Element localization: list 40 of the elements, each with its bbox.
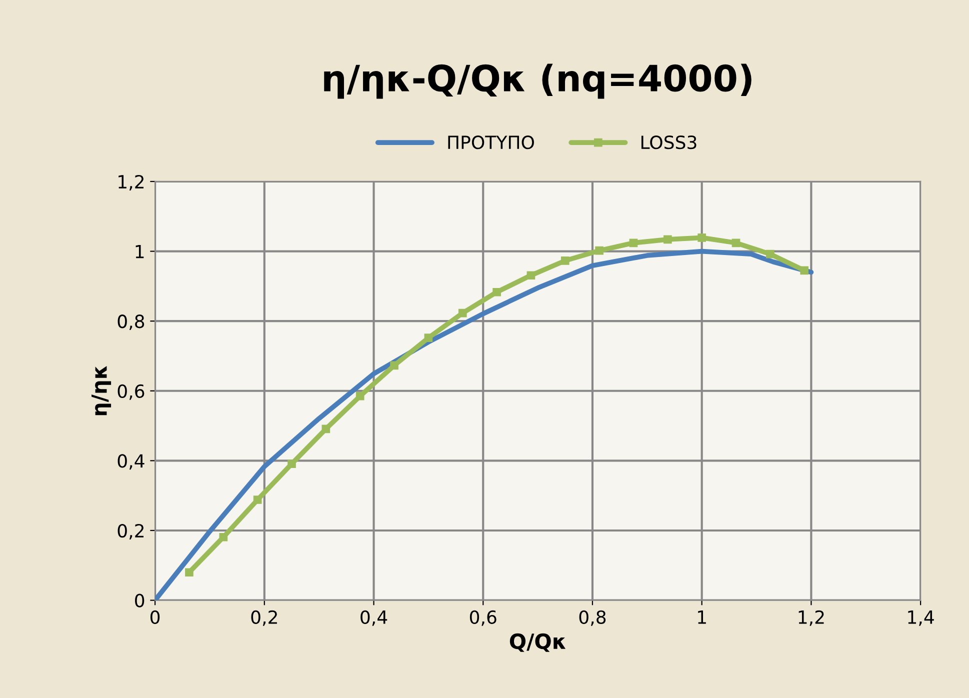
point <box>322 424 330 434</box>
point <box>219 532 228 542</box>
y-tick-label: 0,2 <box>118 524 144 540</box>
x-axis-title: Q/Qκ <box>510 633 566 652</box>
point <box>185 568 194 577</box>
point <box>629 238 638 248</box>
point <box>458 308 467 318</box>
point <box>732 238 740 248</box>
y-tick-label: 1,2 <box>118 174 144 190</box>
x-tick-label: 0,4 <box>360 610 388 626</box>
point <box>766 250 774 258</box>
x-tick-label: 0,8 <box>579 610 606 626</box>
y-tick-label: 0 <box>135 594 144 608</box>
x-tick-label: 0,6 <box>470 610 496 626</box>
line-series <box>155 248 814 600</box>
point <box>595 246 604 255</box>
point <box>698 234 706 242</box>
x-tick-label: 1,2 <box>798 610 824 626</box>
chart-title: η/ηκ-Q/Qκ (nq=4000) <box>324 64 752 99</box>
point <box>424 334 433 342</box>
point <box>492 288 501 296</box>
point <box>253 496 262 504</box>
point <box>356 392 364 400</box>
point <box>390 361 398 370</box>
legend-label: ΠΡΟΤΥΠΟ <box>448 136 534 150</box>
y-tick-label: 1 <box>136 244 144 258</box>
x-tick-label: 1,4 <box>908 610 934 626</box>
point <box>526 271 536 280</box>
x-tick-label: 1 <box>698 610 706 624</box>
legend-label: LOSS3 <box>641 136 696 150</box>
y-axis-title: η/ηκ <box>92 366 112 416</box>
y-tick-label: 0,8 <box>118 314 144 330</box>
point <box>663 235 672 244</box>
point <box>800 266 809 275</box>
y-tick-label: 0,4 <box>118 454 144 470</box>
y-tick-label: 0,6 <box>118 384 144 400</box>
point <box>288 460 296 468</box>
x-tick-label: 0,2 <box>251 610 277 626</box>
x-tick-label: 0 <box>150 610 160 624</box>
point <box>560 256 570 265</box>
